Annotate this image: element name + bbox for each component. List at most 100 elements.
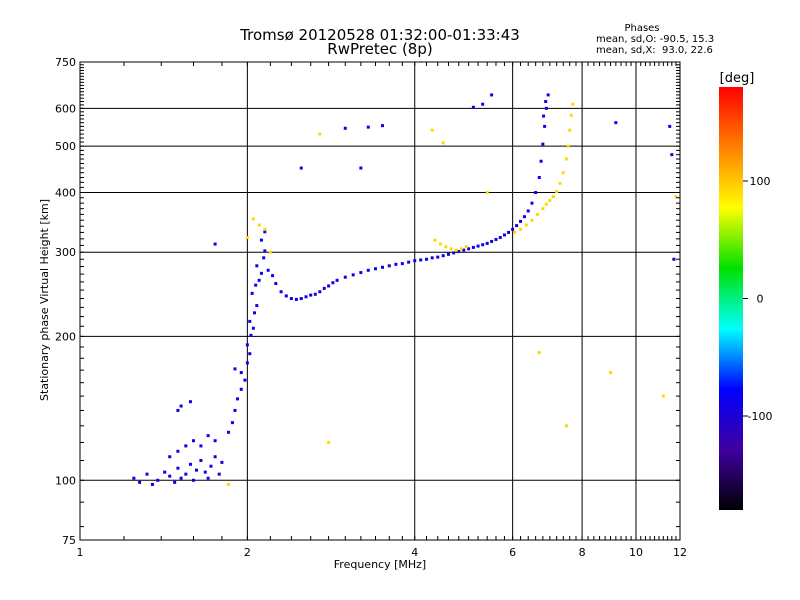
o-mode-point — [249, 333, 253, 337]
o-mode-point — [179, 476, 183, 480]
x-mode-point — [558, 181, 562, 185]
colorbar-tick-label: -100 — [748, 410, 773, 423]
o-mode-point — [407, 260, 411, 264]
colorbar — [719, 87, 743, 510]
o-mode-point — [220, 460, 224, 464]
o-mode-point — [331, 281, 335, 285]
o-mode-point — [519, 219, 523, 223]
o-mode-point — [266, 268, 270, 272]
x-mode-point — [674, 195, 678, 199]
o-mode-point — [366, 268, 370, 272]
o-mode-point — [299, 166, 303, 170]
x-mode-point — [568, 128, 572, 132]
x-mode-point — [544, 202, 548, 206]
x-mode-point — [566, 144, 570, 148]
o-mode-point — [543, 124, 547, 128]
o-mode-point — [184, 472, 188, 476]
o-mode-point — [263, 230, 267, 234]
x-mode-point — [464, 245, 468, 249]
x-mode-point — [227, 482, 231, 486]
o-mode-point — [534, 190, 538, 194]
o-mode-point — [227, 430, 231, 434]
o-mode-point — [168, 474, 172, 478]
x-mode-point — [251, 217, 255, 221]
o-mode-point — [511, 227, 515, 231]
x-mode-point — [318, 132, 322, 136]
y-axis-label: Stationary phase Virtual Height [km] — [38, 199, 51, 401]
o-mode-point — [400, 262, 404, 266]
x-mode-point — [485, 190, 489, 194]
x-mode-point — [257, 223, 261, 227]
x-axis: 1 2 4 6 8 10 12 — [77, 62, 687, 559]
o-mode-point — [251, 326, 255, 330]
o-mode-point — [467, 247, 471, 251]
o-mode-point — [502, 233, 506, 237]
x-mode-point — [565, 424, 569, 428]
o-mode-point — [380, 265, 384, 269]
x-mode-point — [263, 227, 267, 231]
o-mode-point — [359, 271, 363, 275]
o-mode-point — [132, 476, 136, 480]
grid — [80, 62, 680, 540]
o-mode-point — [213, 242, 217, 246]
o-mode-point — [239, 387, 243, 391]
o-mode-point — [259, 238, 263, 242]
o-mode-point — [546, 93, 550, 97]
o-mode-point — [485, 241, 489, 245]
o-mode-point — [250, 291, 254, 295]
x-mode-point — [561, 171, 565, 175]
o-mode-point — [318, 290, 322, 294]
o-mode-point — [259, 271, 263, 275]
plot-frame — [79, 61, 681, 541]
stats-header: Phases — [624, 23, 660, 34]
o-mode-point — [419, 258, 423, 262]
o-mode-point — [541, 142, 545, 146]
o-mode-point — [233, 408, 237, 412]
o-mode-point — [309, 293, 313, 297]
o-mode-point — [490, 239, 494, 243]
o-mode-point — [327, 284, 331, 288]
o-mode-point — [271, 274, 275, 278]
o-mode-point — [163, 470, 167, 474]
colorbar-tick-label: 0 — [757, 293, 764, 306]
x-mode-point — [519, 227, 523, 231]
x-mode-point — [548, 198, 552, 202]
o-mode-point — [373, 267, 377, 271]
o-mode-point — [507, 230, 511, 234]
x-axis-label: Frequency [MHz] — [334, 558, 426, 571]
o-mode-point — [614, 121, 618, 125]
o-mode-point — [425, 257, 429, 261]
o-mode-point — [304, 295, 308, 299]
o-mode-point — [254, 283, 258, 287]
o-mode-point — [289, 297, 293, 301]
o-mode-point — [471, 245, 475, 249]
y-tick-label: 500 — [55, 140, 76, 153]
o-mode-point — [253, 311, 257, 315]
o-mode-point — [522, 215, 526, 219]
o-mode-point — [274, 282, 278, 286]
x-mode-point — [449, 247, 453, 251]
data-points — [132, 93, 678, 486]
o-mode-point — [537, 175, 541, 179]
o-mode-point — [179, 404, 183, 408]
o-mode-point — [156, 478, 160, 482]
x-mode-point — [661, 394, 665, 398]
o-mode-point — [481, 243, 485, 247]
o-mode-point — [471, 105, 475, 109]
o-mode-point — [255, 264, 259, 268]
o-mode-point — [530, 201, 534, 205]
o-mode-point — [263, 249, 267, 253]
o-mode-point — [206, 476, 210, 480]
o-mode-point — [335, 278, 339, 282]
y-tick-label: 75 — [62, 534, 76, 547]
o-mode-point — [462, 248, 466, 252]
o-mode-point — [380, 124, 384, 128]
x-mode-point — [537, 351, 541, 355]
o-mode-point — [294, 297, 298, 301]
x-mode-point — [571, 102, 575, 106]
o-mode-point — [394, 262, 398, 266]
o-mode-point — [539, 159, 543, 163]
o-mode-point — [670, 153, 674, 157]
x-tick-label: 12 — [673, 546, 687, 559]
o-mode-point — [188, 462, 192, 466]
